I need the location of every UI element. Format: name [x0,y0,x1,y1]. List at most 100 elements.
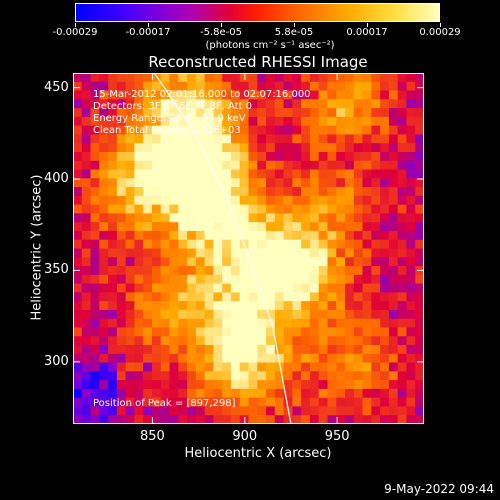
heatmap-cell [195,362,206,372]
heatmap-cell [301,301,311,311]
heatmap-cell [309,371,320,381]
heatmap-cell [371,336,381,346]
heatmap-cell [125,292,135,302]
heatmap-cell [169,81,179,91]
heatmap-cell [125,116,135,127]
heatmap-cell [213,73,223,83]
heatmap-cell [239,222,249,232]
heatmap-cell [266,327,276,337]
heatmap-cell [239,99,249,109]
heatmap-cell [222,116,232,127]
heatmap-cell [248,415,258,424]
heatmap-cell [160,301,170,311]
heatmap-cell [415,151,424,162]
heatmap-cell [222,345,232,355]
heatmap-cell [230,283,241,293]
heatmap-cell [222,151,232,162]
heatmap-cell [178,362,188,372]
colorbar-tick-label: 0.00017 [346,27,388,38]
heatmap-cell [73,108,83,118]
heatmap-cell [213,160,223,170]
heatmap-cell [318,406,328,416]
heatmap-cell [230,143,241,153]
heatmap-cell [222,169,232,179]
heatmap-cell [266,169,276,179]
heatmap-cell [292,81,302,91]
heatmap-cell [230,380,241,390]
heatmap-cell [134,151,144,162]
heatmap-cell [406,292,416,302]
heatmap-cell [204,397,214,407]
colorbar-tick-label: -0.00017 [125,27,171,38]
heatmap-cell [318,257,328,267]
heatmap-cell [213,248,223,258]
heatmap-cell [362,169,372,179]
heatmap-cell [362,345,372,355]
heatmap-cell [318,266,328,276]
heatmap-cell [388,406,399,416]
heatmap-cell [116,195,127,206]
heatmap-cell [292,187,302,197]
heatmap-cell [362,283,372,293]
heatmap-cell [230,187,241,197]
heatmap-cell [230,125,241,135]
heatmap-cell [283,336,293,346]
heatmap-cell [353,125,363,135]
heatmap-cell [143,371,153,381]
heatmap-cell [318,239,328,249]
heatmap-cell [248,90,258,100]
heatmap-cell [336,151,346,162]
heatmap-cell [239,81,249,91]
heatmap-cell [248,169,258,179]
heatmap-cell [195,230,206,241]
heatmap-cell [81,143,91,153]
heatmap-cell [195,204,206,214]
heatmap-cell [187,397,197,407]
heatmap-cell [345,143,355,153]
heatmap-cell [222,239,232,249]
heatmap-cell [336,415,346,424]
heatmap-cell [371,143,381,153]
heatmap-cell [301,204,311,214]
heatmap-cell [345,169,355,179]
heatmap-cell [318,230,328,241]
heatmap-cell [362,108,372,118]
heatmap-cell [327,169,337,179]
heatmap-cell [125,345,135,355]
heatmap-cell [415,90,424,100]
heatmap-cell [292,125,302,135]
heatmap-cell [371,353,381,363]
heatmap-cell [380,309,390,320]
heatmap-cell [388,222,399,232]
heatmap-cell [362,371,372,381]
heatmap-cell [336,108,346,118]
heatmap-cell [143,309,153,320]
heatmap-cell [292,248,302,258]
heatmap-cell [222,336,232,346]
heatmap-cell [178,230,188,241]
heatmap-cell [415,108,424,118]
heatmap-cell [81,222,91,232]
heatmap-cell [169,187,179,197]
heatmap-cell [125,239,135,249]
heatmap-cell [134,257,144,267]
heatmap-cell [178,99,188,109]
heatmap-cell [116,388,127,399]
heatmap-cell [160,239,170,249]
heatmap-cell [151,108,162,118]
heatmap-cell [362,257,372,267]
heatmap-cell [345,73,355,83]
heatmap-cell [143,213,153,223]
heatmap-cell [336,266,346,276]
heatmap-cell [248,239,258,249]
heatmap-cell [309,388,320,399]
heatmap-cell [362,204,372,214]
heatmap-cell [187,230,197,241]
heatmap-cell [248,125,258,135]
heatmap-cell [230,336,241,346]
heatmap-cell [125,415,135,424]
heatmap-cell [353,151,363,162]
heatmap-cell [266,274,276,285]
heatmap-cell [125,274,135,285]
heatmap-cell [143,99,153,109]
